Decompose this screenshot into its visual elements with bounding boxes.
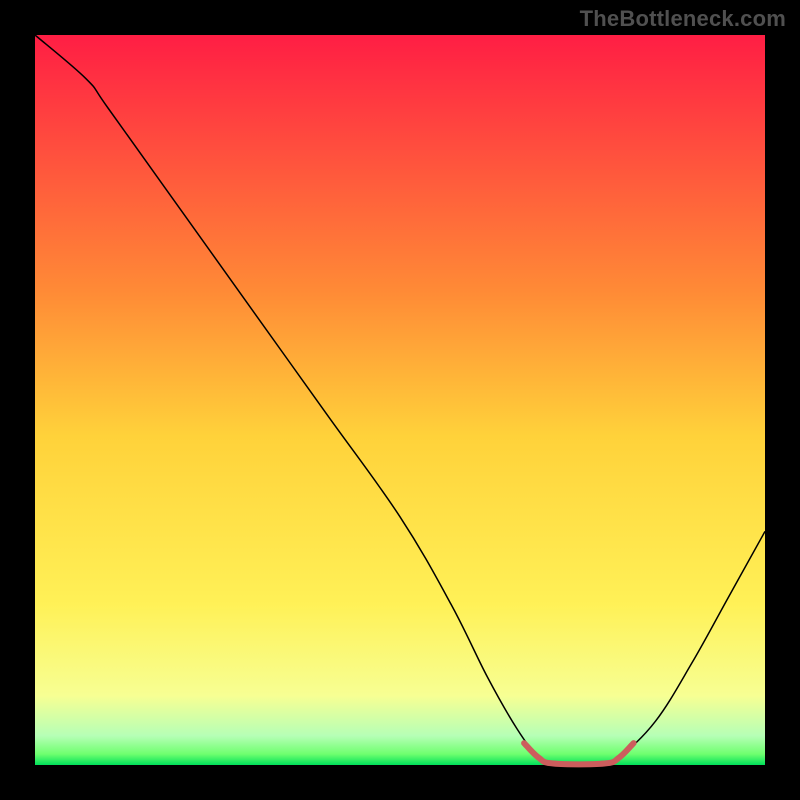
chart-svg: [0, 0, 800, 800]
watermark-text: TheBottleneck.com: [580, 6, 786, 32]
chart-frame: TheBottleneck.com: [0, 0, 800, 800]
gradient-background: [35, 35, 765, 765]
